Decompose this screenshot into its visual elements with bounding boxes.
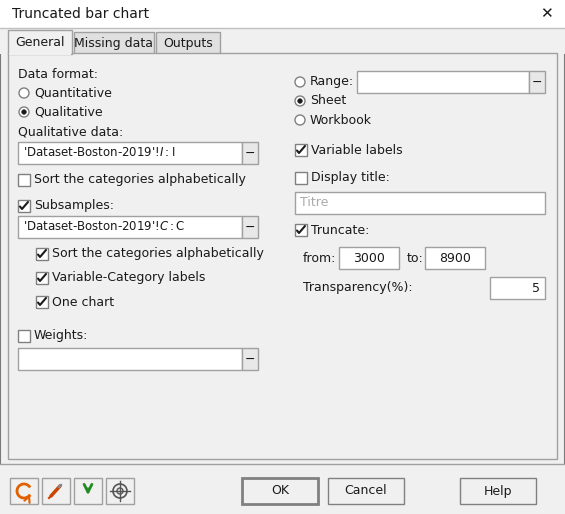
Text: Outputs: Outputs [163, 36, 213, 49]
Bar [36, 248, 48, 260]
Bar [242, 142, 258, 164]
Circle shape [19, 88, 29, 98]
Text: Sort the categories alphabetically: Sort the categories alphabetically [52, 248, 264, 261]
Bar [18, 142, 242, 164]
Text: 8900: 8900 [439, 251, 471, 265]
Text: Truncated bar chart: Truncated bar chart [12, 7, 149, 21]
Text: Titre: Titre [300, 196, 328, 210]
Bar [74, 478, 102, 504]
Bar [295, 224, 307, 236]
Bar [18, 216, 242, 238]
Bar [0, 28, 565, 54]
Bar [10, 478, 38, 504]
Text: Range:: Range: [310, 76, 354, 88]
Bar [42, 478, 70, 504]
Bar [242, 216, 258, 238]
Bar [339, 247, 399, 269]
Bar [242, 348, 258, 370]
Bar [0, 0, 565, 28]
Circle shape [21, 110, 26, 114]
Text: Workbook: Workbook [310, 114, 372, 126]
Bar [8, 30, 72, 54]
Bar [18, 330, 30, 342]
Circle shape [298, 99, 302, 103]
Text: OK: OK [271, 485, 289, 498]
Bar [425, 247, 485, 269]
Text: Qualitative: Qualitative [34, 105, 103, 119]
Text: from:: from: [303, 251, 336, 265]
Bar [74, 32, 154, 54]
Bar [156, 32, 220, 54]
Text: −: − [532, 76, 542, 88]
Bar [357, 71, 529, 93]
Text: Variable labels: Variable labels [311, 143, 403, 156]
Bar [295, 192, 545, 214]
Text: Weights:: Weights: [34, 329, 88, 342]
Text: Display title:: Display title: [311, 172, 390, 185]
Text: Subsamples:: Subsamples: [34, 199, 114, 212]
Text: Sheet: Sheet [310, 95, 346, 107]
Text: Qualitative data:: Qualitative data: [18, 125, 123, 138]
Bar [295, 172, 307, 184]
Text: 3000: 3000 [353, 251, 385, 265]
Circle shape [295, 77, 305, 87]
Text: Quantitative: Quantitative [34, 86, 112, 100]
Bar [460, 478, 536, 504]
Text: Cancel: Cancel [345, 485, 388, 498]
Text: One chart: One chart [52, 296, 114, 308]
Text: Data format:: Data format: [18, 68, 98, 82]
Bar [529, 71, 545, 93]
Bar [0, 464, 565, 514]
Bar [18, 348, 242, 370]
Text: −: − [245, 221, 255, 233]
Bar [242, 478, 318, 504]
Text: 'Dataset-Boston-2019'!$I:$I: 'Dataset-Boston-2019'!$I:$I [23, 146, 175, 159]
Bar [18, 200, 30, 212]
Text: Transparency(%):: Transparency(%): [303, 282, 412, 295]
Circle shape [295, 96, 305, 106]
Bar [36, 272, 48, 284]
Bar [295, 144, 307, 156]
Text: 'Dataset-Boston-2019'!$C:$C: 'Dataset-Boston-2019'!$C:$C [23, 221, 185, 233]
Text: −: − [245, 146, 255, 159]
Bar [18, 174, 30, 186]
Text: Sort the categories alphabetically: Sort the categories alphabetically [34, 174, 246, 187]
Bar [36, 296, 48, 308]
Text: Missing data: Missing data [75, 36, 154, 49]
Text: General: General [15, 35, 65, 48]
Bar [106, 478, 134, 504]
Text: Truncate:: Truncate: [311, 224, 370, 236]
Circle shape [19, 107, 29, 117]
Text: 5: 5 [532, 282, 540, 295]
Text: Help: Help [484, 485, 512, 498]
Bar [328, 478, 404, 504]
Bar [9, 53, 71, 55]
Text: to:: to: [407, 251, 424, 265]
Text: ✕: ✕ [540, 7, 553, 22]
Bar [8, 53, 557, 459]
Text: −: − [245, 353, 255, 365]
Bar [490, 277, 545, 299]
Text: Variable-Category labels: Variable-Category labels [52, 271, 205, 285]
Circle shape [295, 115, 305, 125]
